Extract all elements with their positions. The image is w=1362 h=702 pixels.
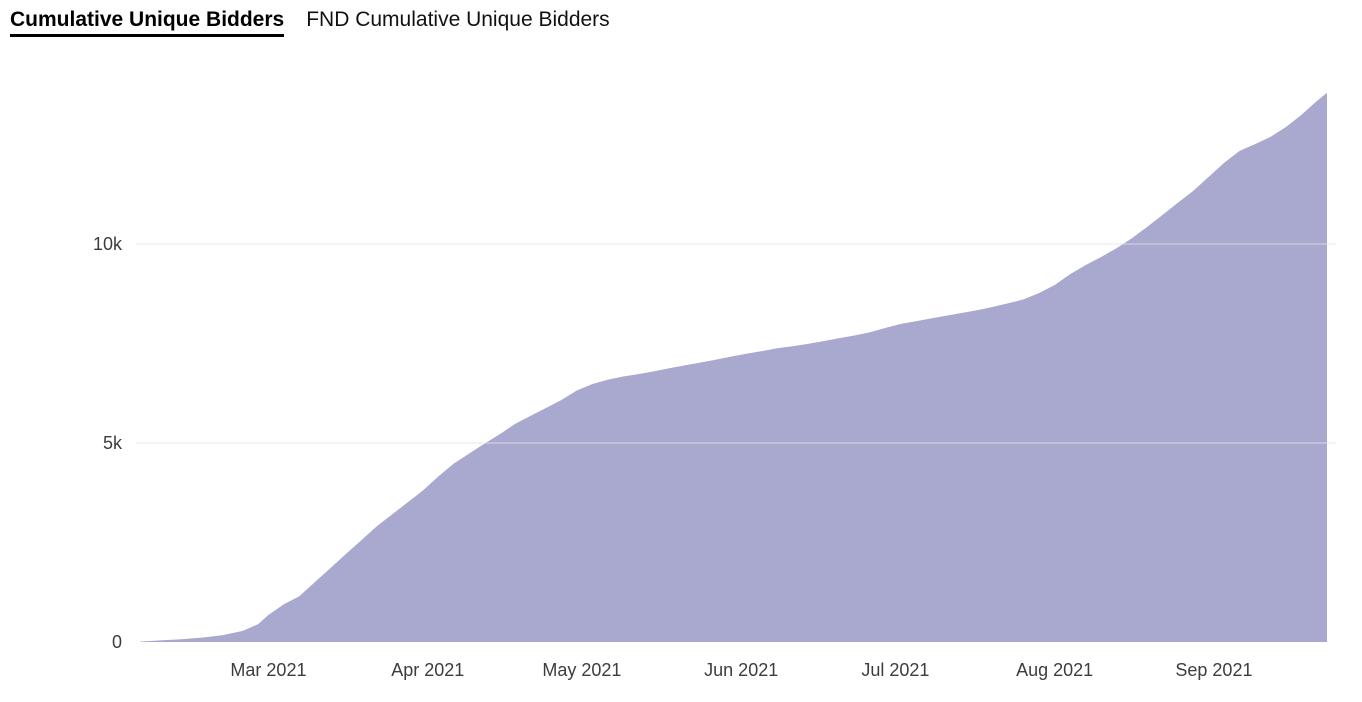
y-tick-label-10k: 10k xyxy=(92,234,122,254)
x-tick-label-may-2021: May 2021 xyxy=(542,660,622,680)
x-tick-label-aug-2021: Aug 2021 xyxy=(1016,660,1094,680)
y-tick-label-0: 0 xyxy=(111,632,122,652)
x-tick-label-sep-2021: Sep 2021 xyxy=(1175,660,1253,680)
x-tick-label-jun-2021: Jun 2021 xyxy=(704,660,779,680)
x-tick-label-jul-2021: Jul 2021 xyxy=(861,660,930,680)
chart-title-tab[interactable]: Cumulative Unique Bidders xyxy=(10,8,285,37)
chart-subtitle: FND Cumulative Unique Bidders xyxy=(306,8,610,31)
cumulative-bidders-area-series[interactable] xyxy=(140,92,1327,643)
x-tick-label-mar-2021: Mar 2021 xyxy=(230,660,307,680)
y-tick-label-5k: 5k xyxy=(102,433,122,453)
chart-header: Cumulative Unique Bidders FND Cumulative… xyxy=(10,8,610,37)
x-tick-label-apr-2021: Apr 2021 xyxy=(391,660,465,680)
